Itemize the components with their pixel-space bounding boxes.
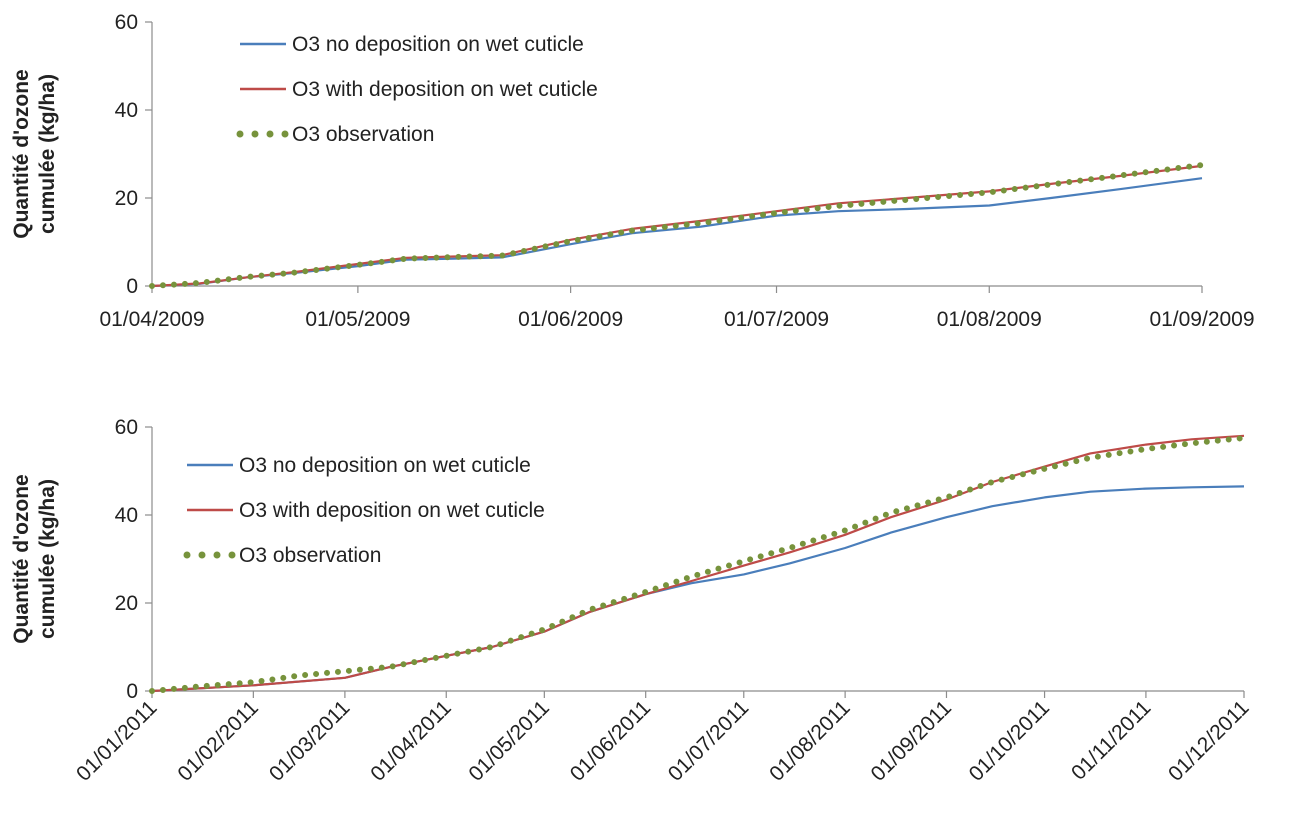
y-axis-label-line: Quantité d'ozone xyxy=(10,474,33,644)
y-tick-label: 20 xyxy=(115,187,138,210)
x-tick-label: 01/09/2011 xyxy=(867,696,956,785)
x-tick-label: 01/09/2009 xyxy=(1149,308,1254,331)
x-tick-label: 01/06/2011 xyxy=(566,696,655,785)
series-dotted-line xyxy=(149,435,1247,694)
legend-label: O3 with deposition on wet cuticle xyxy=(239,499,545,522)
legend-swatch-dot xyxy=(281,130,289,138)
x-tick-label: 01/05/2011 xyxy=(464,696,553,785)
y-tick-label: 0 xyxy=(126,275,138,298)
x-tick-label: 01/04/2011 xyxy=(366,696,455,785)
legend-label: O3 with deposition on wet cuticle xyxy=(292,78,598,101)
y-axis-label-line: cumulée (kg/ha) xyxy=(36,479,59,639)
y-axis-label-line: Quantité d'ozone xyxy=(10,69,33,239)
x-tick-label: 01/02/2011 xyxy=(173,696,262,785)
x-tick-label: 01/08/2009 xyxy=(937,308,1042,331)
y-axis-label: Quantité d'ozone cumulée (kg/ha) xyxy=(10,474,59,644)
legend-label: O3 no deposition on wet cuticle xyxy=(292,33,584,56)
legend-swatch-dot xyxy=(251,130,259,138)
x-tick-label: 01/11/2011 xyxy=(1067,696,1155,784)
legend-swatch-dot xyxy=(198,551,206,559)
legend-swatch-dot xyxy=(213,551,221,559)
legend-swatch-dot xyxy=(266,130,274,138)
y-tick-label: 20 xyxy=(115,592,138,615)
x-tick-label: 01/08/2011 xyxy=(765,696,854,785)
x-tick-label: 01/06/2009 xyxy=(518,308,623,331)
y-axis-label: Quantité d'ozone cumulée (kg/ha) xyxy=(10,69,59,239)
legend-swatch-dot xyxy=(228,551,236,559)
chart-1: 0 20 40 60 01/04/2009 01/05/2009 01/06/2009 01/… xyxy=(10,11,1255,331)
legend-swatch-dot xyxy=(183,551,191,559)
y-tick-label: 40 xyxy=(115,99,138,122)
series-line xyxy=(151,434,1245,693)
y-tick-label: 0 xyxy=(126,680,138,703)
x-tick-label: 01/05/2009 xyxy=(305,308,410,331)
x-tick-label: 01/07/2009 xyxy=(724,308,829,331)
y-axis-label-line: cumulée (kg/ha) xyxy=(36,74,59,234)
y-tick-label: 60 xyxy=(115,416,138,439)
x-tick-label: 01/12/2011 xyxy=(1164,696,1253,785)
legend-label: O3 observation xyxy=(239,544,381,567)
legend-label: O3 no deposition on wet cuticle xyxy=(239,454,531,477)
x-tick-label: 01/10/2011 xyxy=(965,696,1054,785)
legend-swatch-dot xyxy=(236,130,244,138)
y-tick-label: 40 xyxy=(115,504,138,527)
series-dotted-line xyxy=(149,162,1205,289)
x-tick-label: 01/03/2011 xyxy=(265,696,354,785)
x-tick-label: 01/07/2011 xyxy=(664,696,753,785)
x-tick-label: 01/04/2009 xyxy=(99,308,204,331)
legend-label: O3 observation xyxy=(292,123,434,146)
y-tick-label: 60 xyxy=(115,11,138,34)
x-tick-label: 01/01/2011 xyxy=(72,696,161,785)
